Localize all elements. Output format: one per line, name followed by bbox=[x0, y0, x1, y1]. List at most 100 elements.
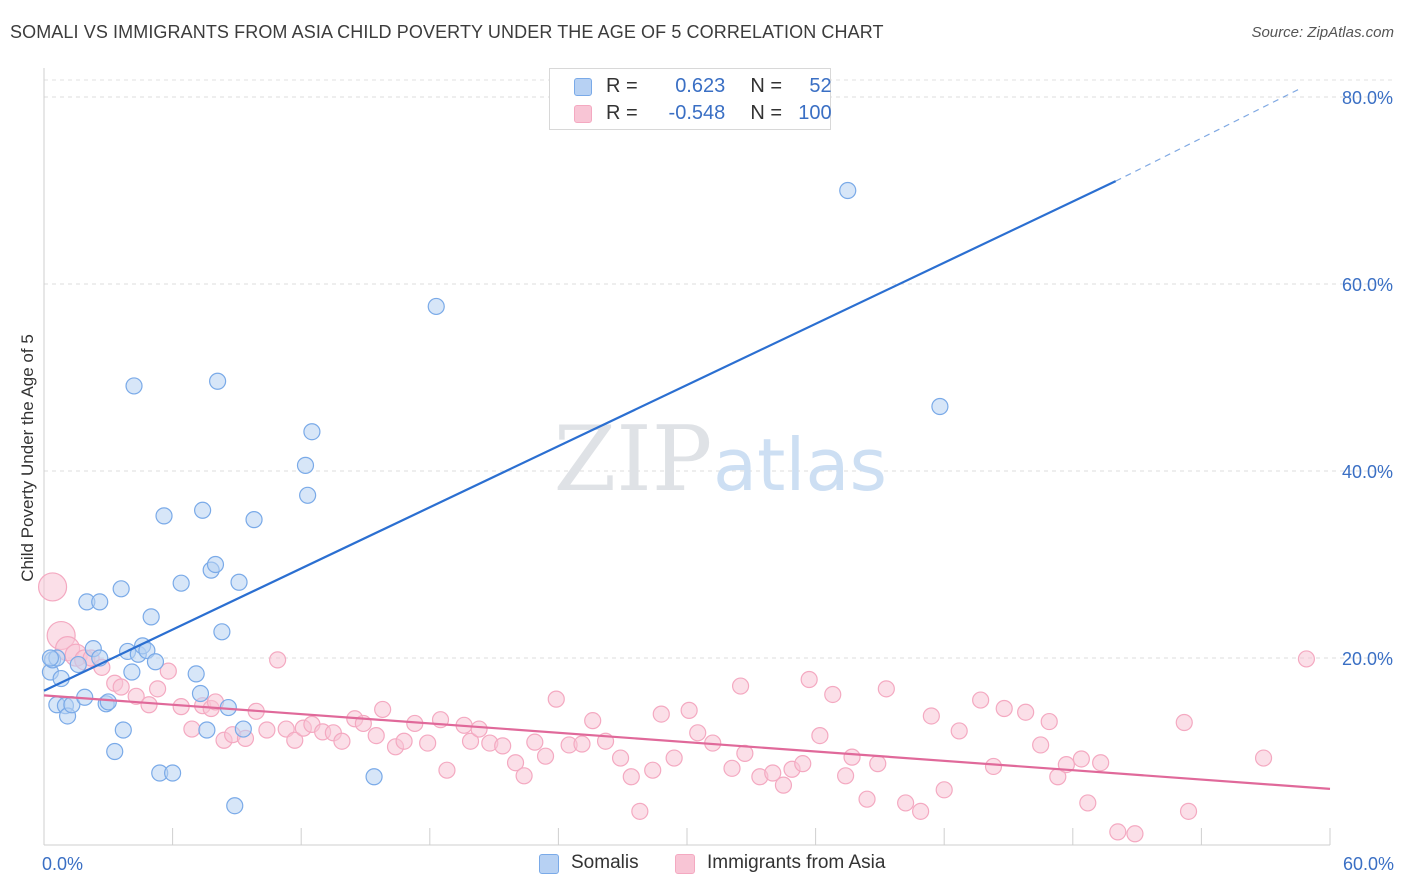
immigrants-from-asia-point bbox=[1297, 650, 1316, 668]
bottom-legend-label-immigrants-from-asia: Immigrants from Asia bbox=[707, 852, 886, 873]
somalis-point bbox=[99, 693, 117, 711]
immigrants-from-asia-point bbox=[526, 733, 544, 751]
series-somalis-points bbox=[41, 181, 949, 815]
immigrants-from-asia-point bbox=[764, 764, 782, 782]
immigrants-from-asia-point bbox=[494, 737, 512, 755]
immigrants-from-asia-point bbox=[1175, 713, 1193, 732]
immigrants-from-asia-point bbox=[547, 690, 565, 708]
immigrants-from-asia-point bbox=[573, 735, 591, 753]
x-tick-label-max: 60.0% bbox=[1343, 854, 1394, 874]
immigrants-from-asia-point bbox=[723, 759, 741, 777]
immigrants-from-asia-point bbox=[1092, 754, 1110, 772]
immigrants-from-asia-point bbox=[1040, 712, 1058, 731]
y-tick-label-60: 60.0% bbox=[1342, 275, 1393, 295]
legend-r-value: -0.548 bbox=[668, 102, 726, 124]
legend-n-label: N = bbox=[750, 102, 783, 124]
somalis-point bbox=[299, 486, 317, 504]
somalis-trend-extension bbox=[1115, 87, 1303, 182]
immigrants-from-asia-point bbox=[333, 732, 351, 750]
immigrants-from-asia-point bbox=[269, 651, 287, 669]
immigrants-from-asia-point bbox=[1179, 802, 1198, 820]
immigrants-from-asia-point bbox=[395, 732, 413, 750]
immigrants-from-asia-point bbox=[897, 794, 915, 812]
somalis-point bbox=[427, 297, 445, 316]
immigrants-from-asia-point bbox=[438, 761, 456, 779]
somalis-point bbox=[125, 377, 143, 395]
somalis-point bbox=[142, 608, 160, 626]
legend-r-label: R = bbox=[606, 102, 638, 124]
correlation-legend: R = 0.623 N = 52 R = -0.548 N = 100 bbox=[549, 68, 832, 130]
immigrants-from-asia-point bbox=[611, 749, 630, 767]
immigrants-from-asia-point bbox=[470, 720, 488, 738]
axes bbox=[43, 68, 1331, 846]
chart-source: Source: ZipAtlas.com bbox=[1251, 24, 1394, 41]
grid-lines bbox=[44, 79, 1392, 659]
watermark-zip: ZIP bbox=[554, 407, 713, 512]
immigrants-from-asia-point bbox=[1072, 750, 1090, 768]
bottom-legend-label-somalis: Somalis bbox=[571, 852, 639, 873]
somalis-point bbox=[69, 655, 87, 674]
immigrants-from-asia-point bbox=[367, 727, 385, 745]
immigrants-from-asia-trend-line bbox=[43, 694, 1331, 790]
legend-swatch-immigrants-from-asia bbox=[574, 105, 592, 123]
immigrants-from-asia-point bbox=[286, 731, 304, 749]
legend-r-label: R = bbox=[606, 75, 638, 97]
watermark-atlas: atlas bbox=[713, 423, 887, 507]
immigrants-from-asia-point bbox=[159, 662, 177, 680]
somalis-point bbox=[230, 573, 248, 591]
somalis-point bbox=[839, 181, 857, 200]
immigrants-from-asia-point bbox=[665, 749, 683, 767]
immigrants-from-asia-point bbox=[995, 699, 1013, 718]
immigrants-from-asia-point bbox=[794, 755, 812, 773]
somalis-point bbox=[112, 580, 130, 598]
y-tick-label-40: 40.0% bbox=[1342, 462, 1393, 482]
trend-lines bbox=[43, 87, 1331, 790]
immigrants-from-asia-point bbox=[506, 754, 525, 772]
immigrants-from-asia-point bbox=[689, 724, 707, 742]
immigrants-from-asia-point bbox=[869, 755, 887, 773]
immigrants-from-asia-point bbox=[837, 767, 855, 785]
legend-r-value: 0.623 bbox=[675, 75, 726, 97]
y-tick-label-20: 20.0% bbox=[1342, 649, 1393, 669]
somalis-point bbox=[931, 397, 949, 416]
somalis-point bbox=[194, 501, 212, 519]
immigrants-from-asia-point bbox=[1079, 794, 1097, 812]
immigrants-from-asia-point bbox=[461, 732, 480, 750]
immigrants-from-asia-point bbox=[877, 680, 895, 698]
chart-title: SOMALI VS IMMIGRANTS FROM ASIA CHILD POV… bbox=[10, 22, 884, 42]
immigrants-from-asia-point bbox=[37, 572, 68, 602]
legend-text-somalis: R = 0.623 N = 52 bbox=[606, 75, 832, 98]
immigrants-from-asia-point bbox=[622, 768, 640, 786]
immigrants-from-asia-point bbox=[774, 776, 793, 794]
legend-n-label: N = bbox=[750, 75, 783, 97]
somalis-point bbox=[213, 623, 231, 641]
immigrants-from-asia-point bbox=[843, 748, 861, 766]
immigrants-from-asia-point bbox=[652, 705, 670, 723]
legend-n-value: 100 bbox=[798, 102, 832, 124]
immigrants-from-asia-point bbox=[731, 677, 750, 695]
y-tick-label-80: 80.0% bbox=[1342, 88, 1393, 108]
immigrants-from-asia-point bbox=[800, 670, 818, 689]
immigrants-from-asia-point bbox=[183, 720, 201, 738]
immigrants-from-asia-point bbox=[258, 721, 276, 739]
immigrants-from-asia-point bbox=[140, 696, 158, 714]
somalis-point bbox=[245, 511, 263, 529]
somalis-point bbox=[146, 653, 165, 671]
immigrants-from-asia-point bbox=[935, 781, 953, 799]
immigrants-from-asia-point bbox=[858, 790, 876, 808]
immigrants-from-asia-point bbox=[148, 680, 167, 698]
y-tick-labels: 20.0% 40.0% 60.0% 80.0% bbox=[1342, 88, 1393, 669]
somalis-point bbox=[206, 555, 225, 574]
immigrants-from-asia-point bbox=[536, 747, 555, 765]
immigrants-from-asia-point bbox=[811, 727, 829, 745]
x-tick-label-min: 0.0% bbox=[42, 854, 83, 874]
somalis-point bbox=[365, 768, 383, 786]
immigrants-from-asia-point bbox=[584, 712, 602, 730]
immigrants-from-asia-point bbox=[824, 685, 842, 704]
somalis-point bbox=[226, 797, 244, 815]
legend-n-value: 52 bbox=[809, 75, 832, 97]
immigrants-from-asia-point bbox=[680, 701, 698, 719]
x-tick-labels: 0.0% 60.0% bbox=[42, 854, 1394, 874]
somalis-point bbox=[123, 663, 141, 681]
somalis-point bbox=[91, 593, 109, 611]
